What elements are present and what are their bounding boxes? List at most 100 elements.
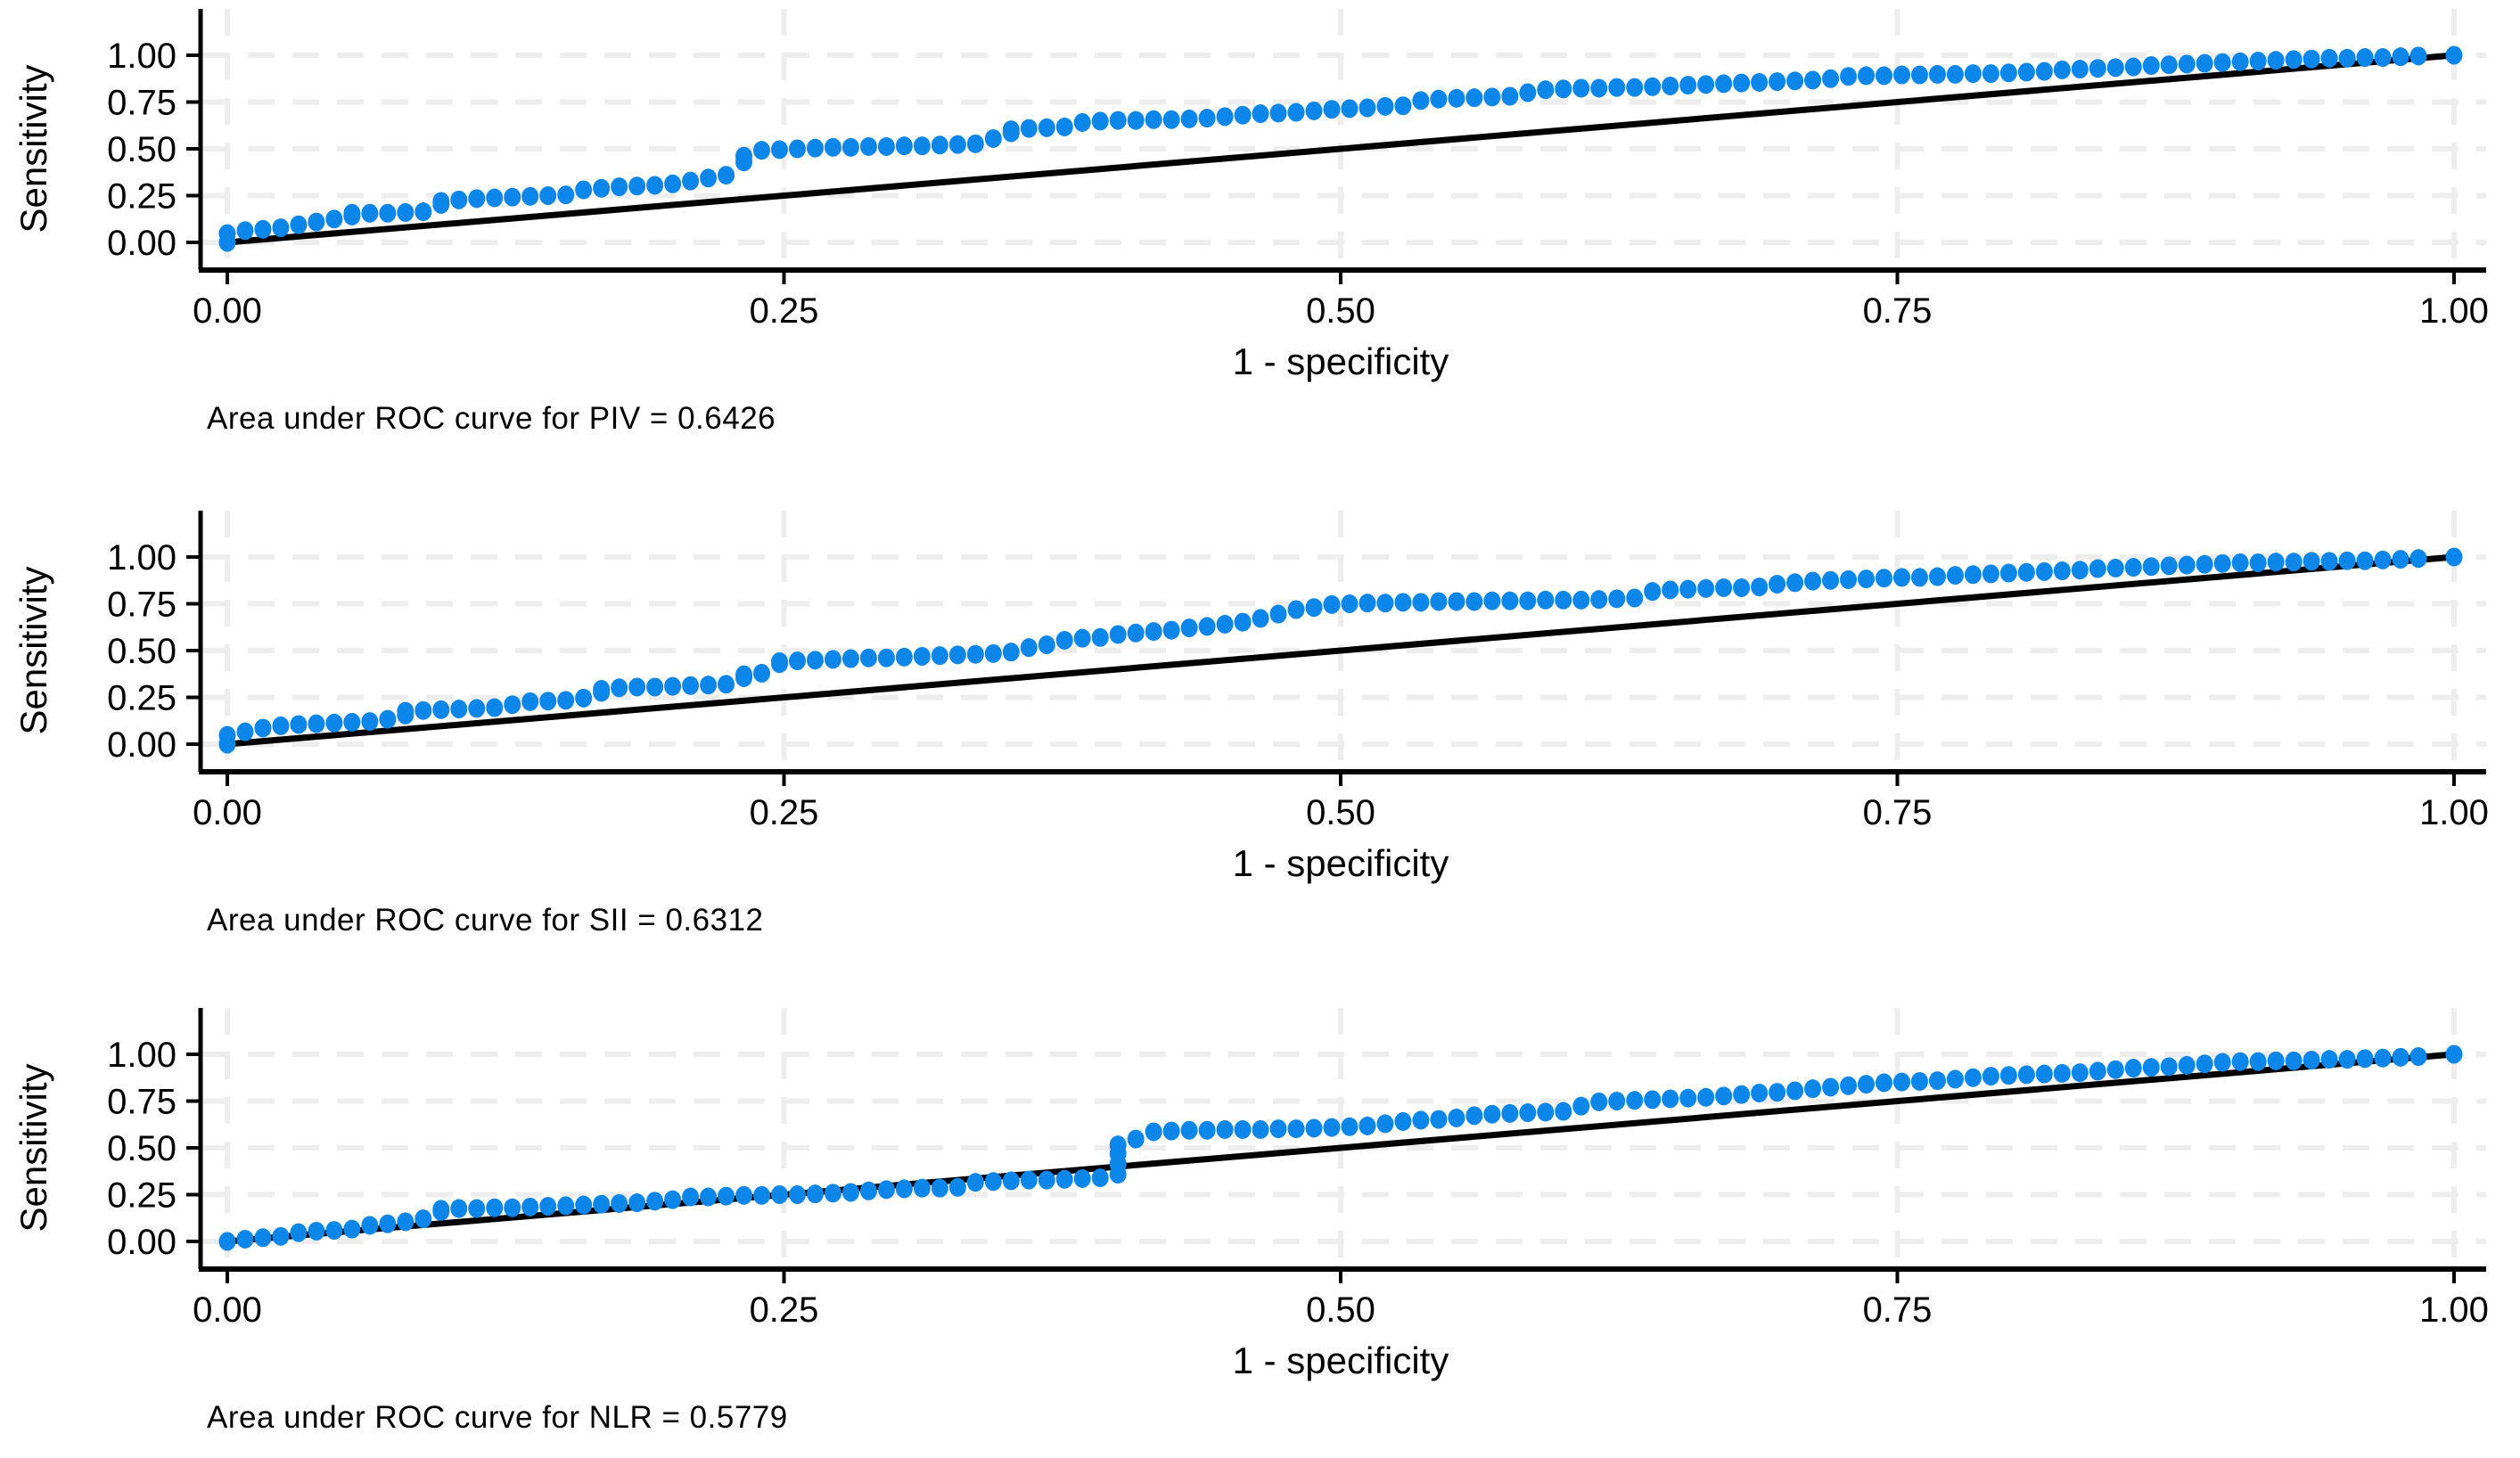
- roc-data-point: [1751, 72, 1769, 92]
- roc-data-point: [2089, 59, 2106, 78]
- roc-data-point: [2035, 561, 2053, 581]
- roc-data-point: [1876, 66, 1893, 86]
- roc-data-point: [1769, 72, 1786, 92]
- roc-data-point: [806, 138, 824, 158]
- roc-data-point: [504, 187, 521, 207]
- x-tick-label: 0.75: [1863, 291, 1933, 331]
- y-tick-label: 0.50: [107, 1129, 176, 1168]
- roc-data-point: [1430, 592, 1448, 611]
- roc-data-point: [824, 1184, 841, 1203]
- roc-data-point: [1465, 88, 1483, 108]
- roc-data-point: [361, 1216, 379, 1235]
- roc-data-point: [1964, 64, 1982, 84]
- roc-data-point: [2338, 48, 2356, 68]
- x-tick-label: 0.75: [1863, 793, 1933, 832]
- roc-data-point: [1145, 1122, 1162, 1142]
- roc-data-point: [1519, 591, 1537, 610]
- roc-data-point: [718, 1186, 735, 1206]
- roc-data-point: [2374, 48, 2392, 68]
- roc-data-point: [539, 692, 557, 711]
- roc-panel-piv: 0.00 0.25 0.50 0.75 1.00 0.00 0.25 0.50 0.75 1.00…: [0, 0, 2520, 446]
- roc-chart-nlr: 0.00 0.25 0.50 0.75 1.00 0.00 0.25 0.50 0.75 1.00…: [12, 1008, 2489, 1381]
- roc-data-point: [1020, 1170, 1038, 1190]
- roc-data-point: [1341, 1117, 1359, 1136]
- roc-data-point: [1465, 1106, 1483, 1126]
- roc-data-point: [1127, 1129, 1145, 1149]
- roc-data-point: [984, 643, 1002, 663]
- roc-data-point: [1555, 1102, 1572, 1121]
- y-axis-title: Sensitivity: [12, 1063, 54, 1232]
- roc-data-point: [1840, 67, 1858, 86]
- roc-data-point: [948, 645, 966, 665]
- roc-data-point: [1626, 1091, 1644, 1110]
- roc-data-point: [557, 1196, 575, 1216]
- roc-data-point: [2267, 51, 2285, 70]
- roc-data-point: [2285, 50, 2302, 70]
- roc-data-point: [1091, 111, 1109, 131]
- roc-data-point: [2196, 53, 2213, 73]
- roc-data-point: [788, 651, 806, 671]
- roc-data-point: [824, 650, 841, 669]
- x-tick-label: 0.50: [1306, 291, 1375, 331]
- roc-data-point: [1662, 76, 1679, 95]
- roc-data-point: [2196, 554, 2213, 574]
- roc-data-point: [1590, 1092, 1608, 1111]
- roc-data-point: [2445, 1044, 2463, 1064]
- roc-data-point: [1982, 564, 1999, 584]
- roc-data-point: [290, 1223, 308, 1242]
- roc-data-point: [2035, 1064, 2053, 1084]
- roc-data-point: [948, 135, 966, 154]
- roc-data-point: [1359, 1116, 1376, 1135]
- roc-data-point: [218, 224, 236, 243]
- roc-data-point: [2142, 1058, 2160, 1077]
- roc-data-point: [272, 1226, 290, 1246]
- roc-data-point: [450, 700, 468, 719]
- x-tick-label: 1.00: [2419, 793, 2489, 832]
- roc-data-point: [2267, 553, 2285, 572]
- roc-data-point: [415, 202, 432, 222]
- roc-data-point: [1697, 75, 1715, 94]
- roc-panel-nlr: 0.00 0.25 0.50 0.75 1.00 0.00 0.25 0.50 0.75 1.00…: [0, 999, 2520, 1445]
- roc-data-point: [1234, 1119, 1252, 1139]
- roc-data-point: [1501, 86, 1519, 106]
- roc-data-point: [1162, 620, 1180, 640]
- roc-data-point: [1216, 1119, 1234, 1139]
- roc-data-point: [1287, 102, 1305, 122]
- roc-data-point: [1038, 118, 1055, 137]
- roc-data-point: [2213, 1053, 2231, 1072]
- roc-data-point: [1234, 612, 1252, 632]
- roc-data-point: [984, 1172, 1002, 1192]
- roc-data-point: [1198, 1120, 1216, 1140]
- roc-data-point: [1786, 573, 1804, 593]
- roc-data-point: [1269, 1119, 1287, 1139]
- roc-data-point: [700, 168, 718, 188]
- y-tick-label: 1.00: [107, 1036, 176, 1075]
- roc-data-point: [308, 1221, 325, 1241]
- x-tick-label: 0.25: [750, 793, 819, 832]
- roc-data-point: [593, 178, 611, 198]
- roc-data-point: [913, 136, 931, 156]
- roc-data-point: [1305, 101, 1323, 120]
- y-tick-label: 0.00: [107, 725, 176, 765]
- roc-data-point: [1840, 569, 1858, 589]
- roc-data-point: [1715, 577, 1733, 597]
- roc-data-point: [1483, 591, 1501, 610]
- roc-data-point: [254, 1228, 272, 1248]
- roc-data-point: [325, 1221, 343, 1241]
- auc-note-piv: Area under ROC curve for PIV = 0.6426: [207, 401, 776, 436]
- roc-data-point: [254, 219, 272, 239]
- roc-data-point: [628, 677, 646, 697]
- roc-data-point: [557, 185, 575, 205]
- roc-data-point: [1572, 590, 1590, 610]
- roc-data-point: [1946, 1069, 1964, 1089]
- roc-data-point: [2302, 49, 2320, 69]
- roc-data-point: [1876, 1073, 1893, 1093]
- roc-data-point: [1910, 1071, 1928, 1091]
- roc-data-point: [2124, 1059, 2142, 1078]
- roc-data-point: [682, 676, 700, 695]
- roc-data-point: [397, 1212, 415, 1232]
- x-tick-label: 0.25: [750, 1290, 819, 1330]
- roc-data-point: [2249, 553, 2267, 573]
- roc-data-point: [1073, 1168, 1091, 1188]
- roc-data-point: [1964, 565, 1982, 585]
